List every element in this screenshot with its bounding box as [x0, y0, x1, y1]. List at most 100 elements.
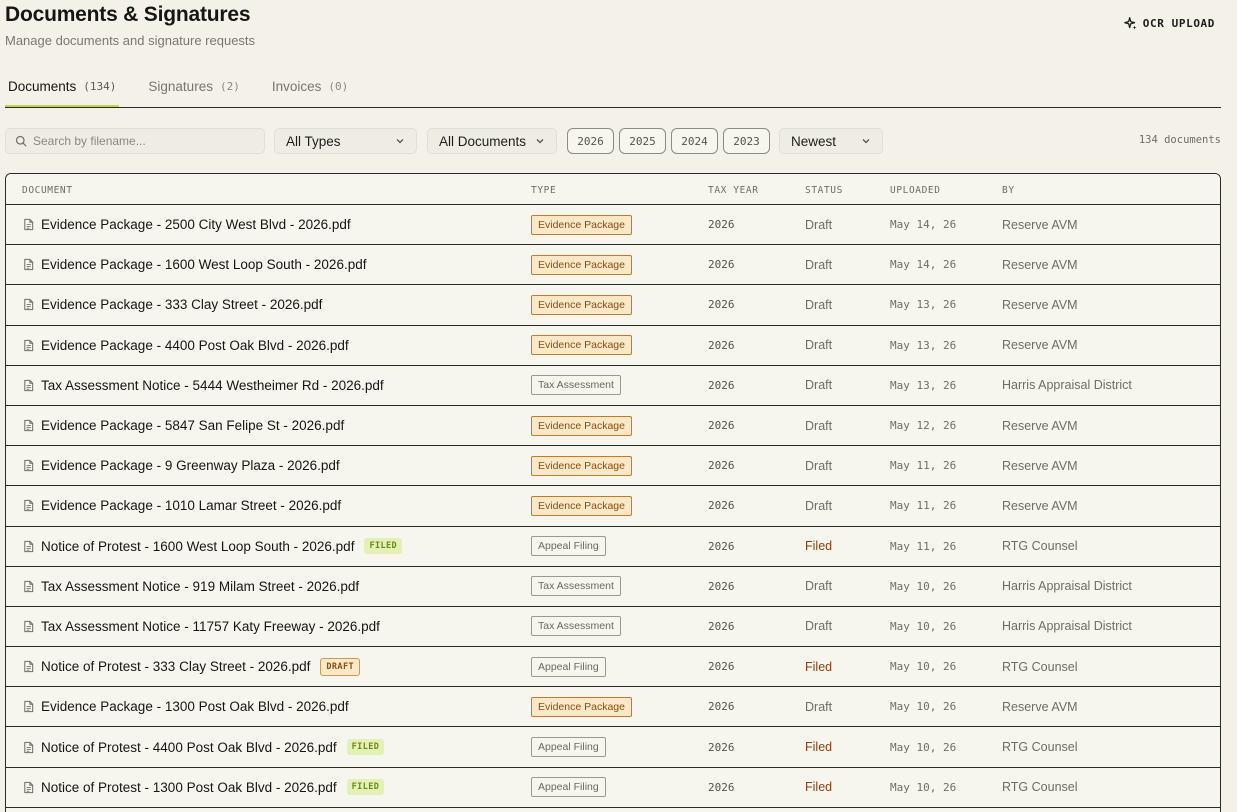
table-row[interactable]: Notice of Protest - 333 Clay Street - 20… [6, 647, 1220, 688]
document-name-link[interactable]: Notice of Protest - 4400 Post Oak Blvd -… [41, 739, 337, 755]
uploaded-cell: May 10, 26 [890, 619, 957, 633]
column-header-status[interactable]: STATUS [805, 185, 843, 196]
file-icon [24, 500, 34, 512]
document-name-link[interactable]: Evidence Package - 333 Clay Street - 202… [41, 297, 323, 313]
document-name-link[interactable]: Evidence Package - 9 Greenway Plaza - 20… [41, 458, 340, 474]
table-row[interactable]: Notice of Protest - 1600 West Loop South… [6, 526, 1220, 567]
table-row[interactable]: Tax Assessment Notice - 5444 Westheimer … [6, 365, 1220, 406]
year-filter-2026[interactable]: 2026 [567, 128, 614, 154]
page-subtitle: Manage documents and signature requests [5, 33, 256, 48]
type-select[interactable]: All Types [274, 128, 417, 154]
file-icon [24, 701, 34, 713]
tax-year-cell: 2026 [708, 378, 735, 392]
table-row[interactable]: Evidence Package - 2500 City West Blvd -… [6, 205, 1220, 246]
tax-year-cell: 2026 [708, 298, 735, 312]
search-input[interactable] [33, 134, 253, 148]
tab-signatures[interactable]: Signatures (2) [145, 70, 242, 107]
type-badge: Evidence Package [531, 254, 632, 275]
file-icon [24, 339, 34, 351]
document-name-link[interactable]: Tax Assessment Notice - 5444 Westheimer … [41, 377, 384, 393]
document-name-link[interactable]: Evidence Package - 1010 Lamar Street - 2… [41, 498, 342, 514]
table-row[interactable]: Evidence Package - 1010 Lamar Street - 2… [6, 486, 1220, 527]
document-name-link[interactable]: Evidence Package - 1600 West Loop South … [41, 257, 367, 273]
tab-bar: Documents (134) Signatures (2) Invoices … [5, 70, 1221, 108]
uploaded-cell: May 10, 26 [890, 660, 957, 674]
tab-label: Invoices [271, 79, 322, 94]
sort-select[interactable]: Newest [779, 128, 883, 154]
column-header-by[interactable]: BY [1002, 185, 1015, 196]
file-icon [24, 540, 34, 552]
type-cell: Evidence Package [531, 326, 632, 365]
type-badge: Appeal Filing [531, 737, 606, 758]
status-cell: Draft [805, 699, 833, 714]
ocr-upload-button[interactable]: OCR UPLOAD [1123, 13, 1215, 33]
type-badge: Evidence Package [531, 294, 632, 315]
table-row[interactable]: Evidence Package - 9 Greenway Plaza - 20… [6, 446, 1220, 487]
status-cell: Draft [805, 338, 833, 353]
uploaded-cell: May 10, 26 [890, 700, 957, 714]
uploaded-by-cell: RTG Counsel [1002, 539, 1078, 554]
table-row[interactable]: Evidence Package - 1600 West Loop South … [6, 245, 1220, 286]
sort-select-value: Newest [791, 133, 837, 149]
table-row[interactable]: Tax Assessment Notice - 11757 Katy Freew… [6, 606, 1220, 648]
column-header-document[interactable]: DOCUMENT [22, 185, 73, 196]
tax-year-cell: 2026 [708, 539, 735, 553]
table-row[interactable]: Evidence Package - 5847 San Felipe St - … [6, 405, 1220, 447]
year-filter-2024[interactable]: 2024 [671, 128, 718, 154]
document-name-link[interactable]: Tax Assessment Notice - 11757 Katy Freew… [41, 618, 380, 634]
document-name-link[interactable]: Evidence Package - 1300 Post Oak Blvd - … [41, 699, 349, 715]
ocr-upload-label: OCR UPLOAD [1142, 16, 1215, 30]
column-header-uploaded[interactable]: UPLOADED [890, 185, 941, 196]
document-cell: Evidence Package - 1010 Lamar Street - 2… [22, 486, 341, 525]
table-row[interactable]: Evidence Package - 4400 Post Oak Blvd - … [6, 325, 1220, 366]
file-icon [24, 580, 34, 592]
status-badge: FILED [346, 739, 385, 756]
year-filter-2025[interactable]: 2025 [619, 128, 666, 154]
document-cell: Evidence Package - 333 Clay Street - 202… [22, 285, 322, 324]
column-header-type[interactable]: TYPE [531, 185, 557, 196]
document-cell: Evidence Package - 2500 City West Blvd -… [22, 205, 351, 244]
chevron-down-icon [536, 139, 544, 144]
status-cell: Draft [805, 458, 833, 473]
document-name-link[interactable]: Evidence Package - 4400 Post Oak Blvd - … [41, 337, 349, 353]
tab-documents[interactable]: Documents (134) [5, 70, 120, 107]
tab-count: (2) [219, 80, 240, 93]
uploaded-by-cell: Harris Appraisal District [1002, 619, 1132, 634]
document-name-link[interactable]: Evidence Package - 2500 City West Blvd -… [41, 217, 351, 233]
document-name-link[interactable]: Notice of Protest - 333 Clay Street - 20… [41, 659, 311, 675]
uploaded-by-cell: Reserve AVM [1002, 257, 1078, 272]
status-badge: FILED [364, 538, 403, 555]
tab-invoices[interactable]: Invoices (0) [269, 70, 351, 107]
status-cell: Draft [805, 619, 833, 634]
document-count: 134 documents [1138, 134, 1221, 146]
table-row[interactable]: Tax Assessment Notice - 919 Milam Street… [6, 566, 1220, 607]
uploaded-cell: May 10, 26 [890, 780, 957, 794]
year-filter-2023[interactable]: 2023 [723, 128, 770, 154]
table-row[interactable]: Notice of Protest - 1300 Post Oak Blvd -… [6, 767, 1220, 808]
tax-year-cell: 2026 [708, 218, 735, 232]
tax-year-cell: 2026 [708, 700, 735, 714]
type-cell: Tax Assessment [531, 567, 621, 606]
document-name-link[interactable]: Notice of Protest - 1300 Post Oak Blvd -… [41, 779, 337, 795]
table-row[interactable]: Notice of Protest - 4400 Post Oak Blvd -… [6, 727, 1220, 768]
type-badge: Appeal Filing [531, 777, 606, 798]
file-icon [24, 379, 34, 391]
document-name-link[interactable]: Evidence Package - 5847 San Felipe St - … [41, 418, 345, 434]
file-icon [24, 218, 34, 231]
table-row[interactable]: Evidence Package - 333 Clay Street - 202… [6, 285, 1220, 326]
type-select-value: All Types [286, 133, 341, 149]
type-cell: Evidence Package [531, 285, 632, 324]
table-row[interactable]: Evidence Package - 1300 Post Oak Blvd - … [6, 687, 1220, 728]
type-badge: Evidence Package [531, 214, 632, 235]
document-name-link[interactable]: Notice of Protest - 1600 West Loop South… [41, 538, 355, 554]
uploaded-cell: May 11, 26 [890, 539, 957, 553]
file-icon [24, 661, 34, 673]
document-name-link[interactable]: Tax Assessment Notice - 919 Milam Street… [41, 578, 360, 594]
column-header-tax-year[interactable]: TAX YEAR [708, 185, 759, 196]
scope-select[interactable]: All Documents [427, 128, 557, 154]
status-cell: Filed [805, 659, 833, 674]
type-badge: Evidence Package [531, 415, 632, 436]
uploaded-by-cell: Reserve AVM [1002, 297, 1078, 312]
document-cell: Notice of Protest - 1600 West Loop South… [22, 527, 403, 566]
uploaded-by-cell: Reserve AVM [1002, 458, 1078, 473]
